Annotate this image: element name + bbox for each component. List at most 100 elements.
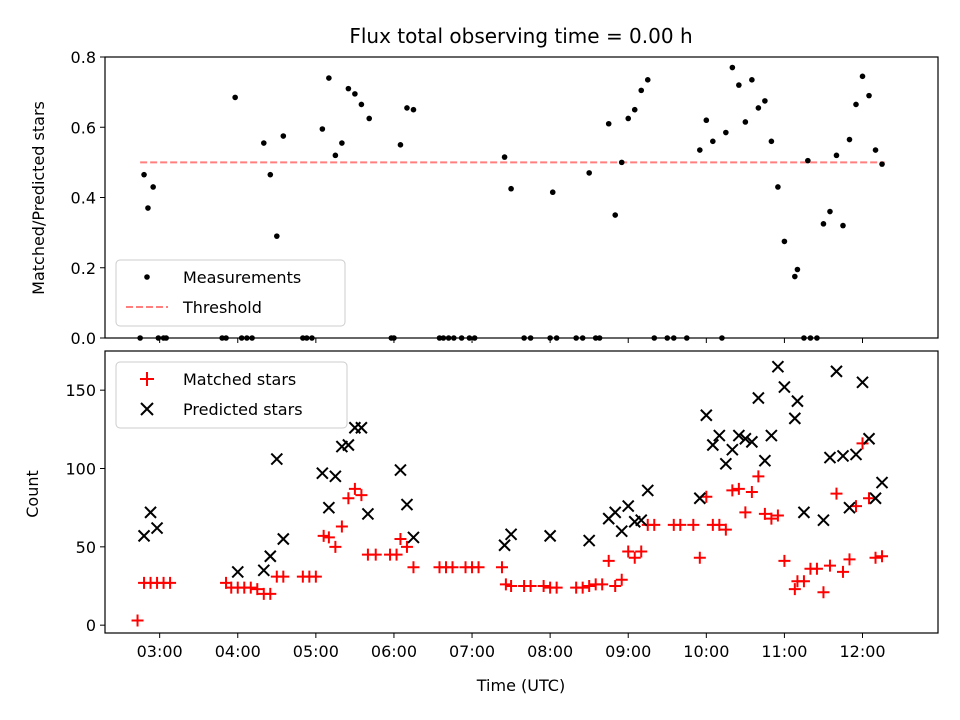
matched-stars-point	[355, 489, 368, 502]
measurement-point	[859, 73, 866, 80]
predicted-stars-point	[270, 452, 284, 466]
predicted-stars-point	[400, 498, 414, 511]
predicted-stars-point	[137, 529, 151, 543]
measurement-point	[319, 126, 326, 132]
matched-stars-point	[823, 559, 836, 572]
measurement-point	[638, 87, 645, 94]
measurement-point	[833, 152, 840, 159]
measurement-point	[820, 221, 827, 227]
matched-stars-point	[863, 492, 876, 505]
measurement-point	[768, 138, 775, 145]
matched-stars-point	[726, 484, 739, 497]
predicted-stars-point	[830, 365, 843, 378]
y-tick-label: 0	[86, 616, 96, 635]
measurement-point	[280, 133, 287, 139]
measurement-point	[150, 184, 156, 190]
predicted-stars-point	[745, 435, 759, 449]
measurement-point	[625, 115, 632, 122]
measurement-point	[366, 115, 373, 122]
matched-stars-point	[131, 614, 144, 627]
measurement-point	[866, 92, 872, 99]
measurement-point	[781, 238, 788, 245]
measurement-point	[762, 98, 768, 104]
matched-stars-point	[648, 518, 661, 531]
predicted-legend-label: Predicted stars	[183, 400, 303, 419]
predicted-stars-point	[504, 528, 518, 541]
measurement-point	[703, 117, 710, 124]
measurement-point	[775, 184, 781, 190]
matched-stars-point	[674, 518, 687, 531]
matched-stars-point	[335, 520, 348, 533]
matched-stars-point	[843, 553, 856, 566]
predicted-stars-point	[257, 564, 270, 577]
top-axes-frame	[104, 56, 939, 339]
predicted-stars-point	[797, 506, 811, 519]
measurement-point	[755, 105, 762, 111]
y-tick-label: 0.4	[71, 189, 96, 208]
matched-stars-point	[596, 578, 609, 591]
predicted-stars-point	[609, 506, 622, 519]
predicted-stars-point	[635, 513, 648, 527]
x-tick-label: 05:00	[293, 642, 339, 661]
measurement-point	[612, 212, 619, 218]
predicted-stars-point	[277, 532, 290, 546]
y-tick-label: 100	[65, 460, 96, 479]
predicted-stars-point	[726, 443, 739, 456]
matched-stars-point	[869, 551, 882, 564]
top-panel: Flux total observing time = 0.00 h Match…	[29, 24, 939, 348]
predicted-legend-marker	[140, 402, 154, 416]
matched-stars-point	[615, 573, 628, 586]
matched-stars-point	[348, 482, 361, 495]
matched-stars-point	[576, 581, 589, 594]
measurement-point	[736, 82, 742, 88]
matched-stars-point	[609, 580, 622, 592]
measurement-point	[710, 138, 716, 145]
predicted-stars-point	[355, 421, 368, 434]
predicted-stars-point	[700, 409, 713, 422]
predicted-stars-point	[615, 524, 628, 538]
y-tick-label: 150	[65, 381, 96, 400]
matched-stars-point	[164, 576, 177, 589]
predicted-stars-point	[862, 432, 876, 445]
measurement-point	[232, 94, 238, 101]
threshold-legend-label: Threshold	[182, 298, 262, 317]
predicted-stars-point	[875, 476, 889, 489]
y-tick-label: 0.2	[71, 259, 96, 278]
predicted-stars-point	[765, 429, 778, 442]
bottom-y-axis-label: Count	[23, 470, 42, 518]
predicted-stars-point	[316, 466, 329, 480]
matched-stars-point	[524, 580, 537, 592]
x-tick-label: 04:00	[215, 642, 261, 661]
matched-stars-point	[739, 506, 752, 519]
matched-stars-point	[687, 518, 700, 531]
x-tick-label: 03:00	[137, 642, 183, 661]
measurement-point	[274, 233, 280, 239]
predicted-stars-point	[771, 360, 785, 373]
measurement-point	[141, 171, 147, 178]
predicted-stars-point	[231, 565, 244, 579]
measurement-point	[549, 189, 556, 196]
measurement-point	[872, 147, 879, 153]
measurement-point	[358, 101, 365, 108]
predicted-stars-point	[788, 412, 802, 425]
bottom-axes-frame	[104, 350, 939, 634]
predicted-stars-point	[713, 429, 726, 442]
measurements-legend-marker	[144, 274, 150, 280]
matched-stars-point	[277, 570, 290, 583]
matched-stars-point	[342, 492, 355, 505]
measurement-point	[410, 106, 417, 113]
predicted-stars-point	[342, 438, 355, 452]
measurement-point	[853, 101, 859, 108]
measurement-point	[644, 77, 651, 83]
bottom-legend: Matched stars Predicted stars	[115, 361, 348, 429]
predicted-stars-point	[322, 501, 336, 514]
measurement-point	[260, 140, 267, 146]
measurement-point	[749, 77, 755, 83]
top-axes: 0.0 0.2 0.4 0.6 0.8	[71, 48, 864, 348]
predicted-stars-point	[622, 499, 635, 513]
matched-stars-point	[505, 580, 518, 592]
measurement-point	[618, 159, 625, 166]
measurement-point	[840, 222, 846, 229]
measurement-point	[508, 185, 514, 192]
